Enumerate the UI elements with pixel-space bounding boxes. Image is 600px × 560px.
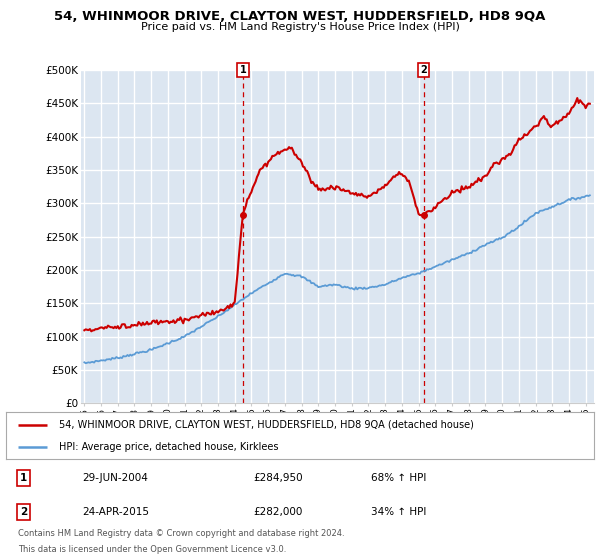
Text: 34% ↑ HPI: 34% ↑ HPI [371,507,426,517]
Text: 2: 2 [420,65,427,75]
Text: 1: 1 [20,473,27,483]
Text: 29-JUN-2004: 29-JUN-2004 [82,473,148,483]
Text: 2: 2 [20,507,27,517]
Text: 54, WHINMOOR DRIVE, CLAYTON WEST, HUDDERSFIELD, HD8 9QA (detached house): 54, WHINMOOR DRIVE, CLAYTON WEST, HUDDER… [59,420,474,430]
Text: Price paid vs. HM Land Registry's House Price Index (HPI): Price paid vs. HM Land Registry's House … [140,22,460,32]
Text: This data is licensed under the Open Government Licence v3.0.: This data is licensed under the Open Gov… [18,545,286,554]
Text: £282,000: £282,000 [253,507,302,517]
Text: 24-APR-2015: 24-APR-2015 [82,507,149,517]
Text: 68% ↑ HPI: 68% ↑ HPI [371,473,426,483]
Text: HPI: Average price, detached house, Kirklees: HPI: Average price, detached house, Kirk… [59,442,278,452]
Text: 54, WHINMOOR DRIVE, CLAYTON WEST, HUDDERSFIELD, HD8 9QA: 54, WHINMOOR DRIVE, CLAYTON WEST, HUDDER… [55,10,545,23]
Text: 1: 1 [239,65,246,75]
Text: Contains HM Land Registry data © Crown copyright and database right 2024.: Contains HM Land Registry data © Crown c… [18,529,344,538]
Text: £284,950: £284,950 [253,473,302,483]
